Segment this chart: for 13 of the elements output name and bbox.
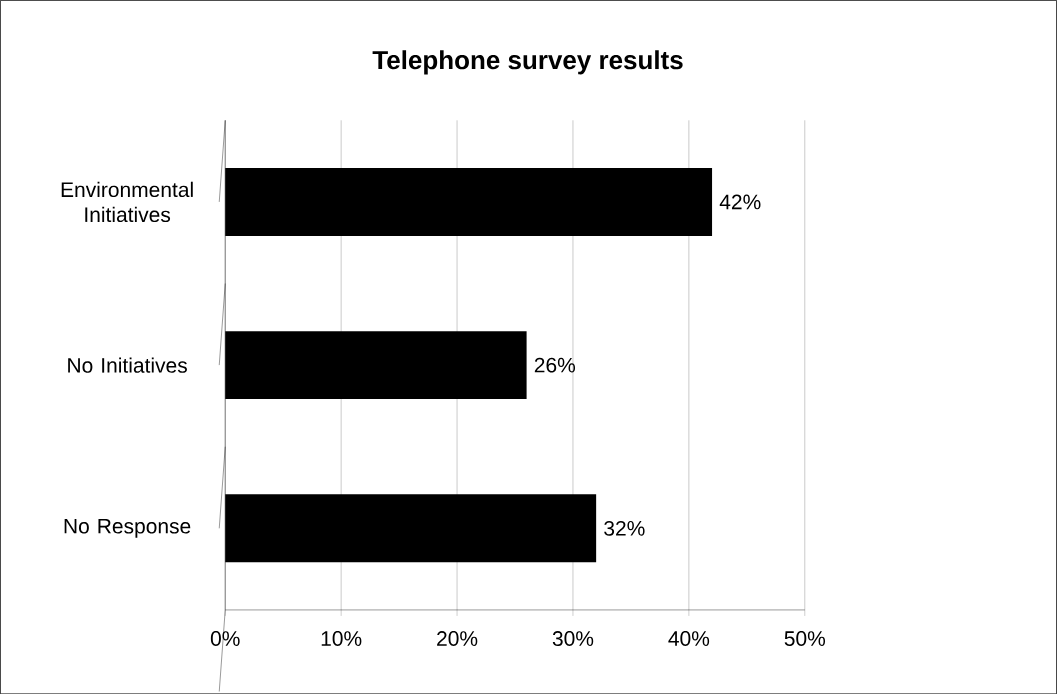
data-label: 32%: [604, 520, 645, 536]
data-label: 42%: [719, 194, 761, 210]
chart-title: Telephone survey results: [372, 50, 683, 75]
y-tick-label: No Initiatives: [68, 357, 187, 373]
x-tick-label: 40%: [668, 631, 710, 646]
x-tick-label: 20%: [437, 631, 478, 646]
data-label: 26%: [534, 357, 576, 373]
x-tick-label: 50%: [784, 631, 826, 646]
x-tick-label: 10%: [321, 631, 362, 646]
y-tick-label: No Response: [64, 518, 191, 538]
y-tick-label: Environmental Initiatives: [61, 181, 193, 222]
x-tick-label: 0%: [210, 631, 240, 646]
x-tick-label: 30%: [552, 631, 594, 646]
